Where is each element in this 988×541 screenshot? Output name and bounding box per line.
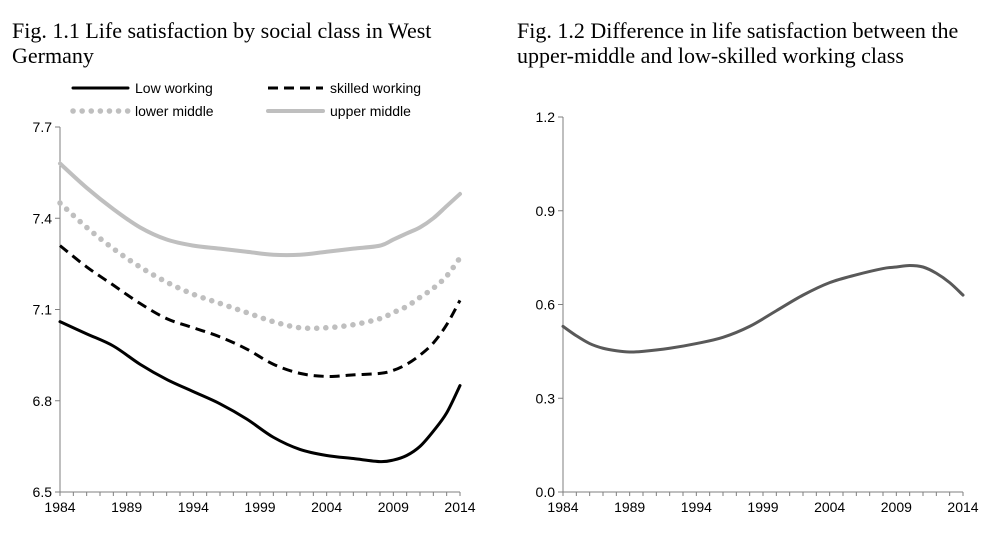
legend-label: Low working xyxy=(135,80,213,96)
chart-1-series-upper-middle-line xyxy=(58,161,462,258)
chart-2-y-tick-label: 0.0 xyxy=(536,484,556,500)
chart-2-x-tick-label: 2004 xyxy=(814,499,845,515)
chart-2-x-tick-label: 1994 xyxy=(681,499,712,515)
chart-1-series-low-working-line xyxy=(58,320,462,464)
chart-2-y-tick-label: 0.9 xyxy=(536,203,556,219)
chart-2-y-tick-label: 1.2 xyxy=(536,109,556,125)
chart-1-series-skilled-working-line xyxy=(59,244,462,378)
chart-1-x-tick-label: 2014 xyxy=(444,499,475,515)
chart-2-x-tick-label: 2014 xyxy=(947,499,978,515)
chart-1: 6.5 6.8 7.1 7.4 7.7 1984 1989 1994 1999 2004 2009 2… xyxy=(33,80,476,515)
legend-label: skilled working xyxy=(330,80,421,96)
legend-item-low-working: Low working xyxy=(71,80,213,96)
legend-label: lower middle xyxy=(135,103,214,119)
legend-item-upper-middle: upper middle xyxy=(266,103,411,119)
chart-1-x-tick-label: 2009 xyxy=(378,499,409,515)
chart-2-title: Fig. 1.2 Difference in life satisfaction… xyxy=(517,18,959,68)
chart-1-title: Fig. 1.1 Life satisfaction by social cla… xyxy=(12,18,432,68)
chart-2-y-tick-label: 0.6 xyxy=(536,297,556,313)
chart-1-y-tick-label: 6.8 xyxy=(33,393,53,409)
chart-2: 0.0 0.3 0.6 0.9 1.2 1984 1989 1994 1999 2004 2009 2… xyxy=(536,109,979,515)
chart-2-y-tick-label: 0.3 xyxy=(536,390,556,406)
chart-1-x-tick-label: 1994 xyxy=(178,499,209,515)
chart-1-x-tick-label: 1984 xyxy=(44,499,75,515)
legend-label: upper middle xyxy=(330,103,411,119)
chart-1-y-tick-label: 6.5 xyxy=(33,484,53,500)
legend-item-skilled-working: skilled working xyxy=(268,80,421,96)
chart-1-y-tick-label: 7.7 xyxy=(33,119,53,135)
chart-1-x-tick-label: 1999 xyxy=(244,499,275,515)
chart-2-x-tick-label: 1999 xyxy=(747,499,778,515)
chart-2-x-tick-label: 1989 xyxy=(614,499,645,515)
chart-1-series-lower-middle-line xyxy=(57,200,463,332)
chart-2-x-tick-label: 2009 xyxy=(881,499,912,515)
chart-1-x-tick-label: 2004 xyxy=(311,499,342,515)
chart-1-y-tick-label: 7.4 xyxy=(33,210,53,226)
chart-1-y-tick-label: 7.1 xyxy=(33,302,53,318)
chart-2-x-tick-label: 1984 xyxy=(547,499,578,515)
chart-1-x-tick-label: 1989 xyxy=(111,499,142,515)
chart-2-series-0-line xyxy=(561,263,965,354)
legend-item-lower-middle: lower middle xyxy=(70,103,214,119)
